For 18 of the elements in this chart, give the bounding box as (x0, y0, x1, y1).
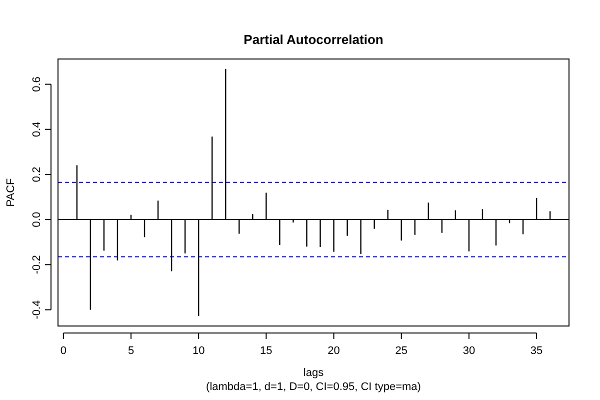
y-tick-label: 0.6 (31, 76, 43, 92)
x-tick-label: 30 (462, 345, 476, 357)
x-tick-label: 25 (395, 345, 408, 357)
x-axis-title: lags (303, 367, 324, 379)
x-tick-label: 5 (128, 345, 134, 357)
x-tick-label: 35 (530, 345, 543, 357)
y-tick-label: 0.2 (31, 166, 43, 182)
x-tick-label: 0 (60, 345, 66, 357)
x-tick-label: 10 (192, 345, 205, 357)
x-tick-label: 15 (260, 345, 272, 357)
y-tick-label: 0.4 (31, 122, 43, 138)
chart-title: Partial Autocorrelation (244, 32, 384, 47)
text: (lambda=1, d=1, D=0, CI=0.95, CI type=ma) (206, 381, 421, 393)
y-tick-label: 0.0 (31, 212, 43, 228)
y-tick-label: -0.4 (31, 300, 43, 320)
y-axis-title: PACF (5, 178, 17, 207)
y-tick-label: -0.2 (31, 255, 43, 274)
x-tick-label: 20 (328, 345, 340, 357)
